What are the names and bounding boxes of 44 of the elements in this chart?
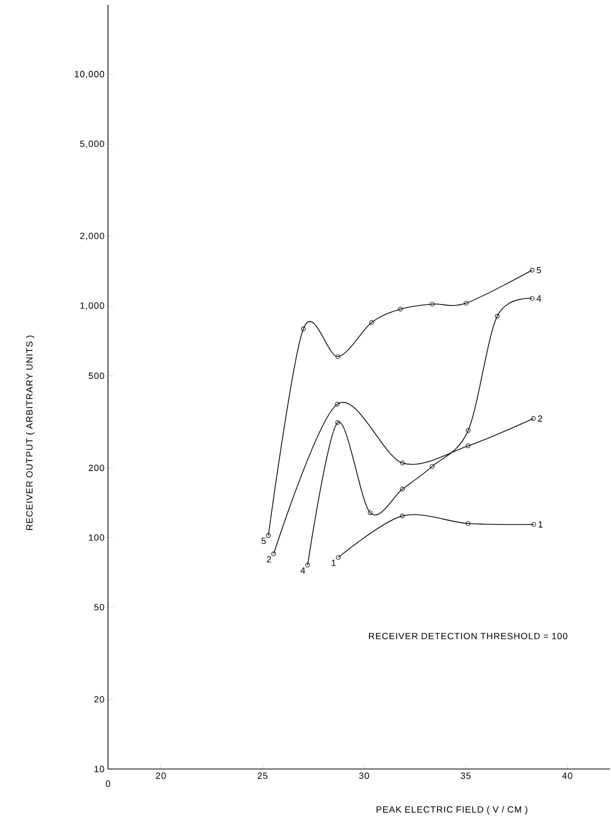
text: 5 (536, 267, 541, 274)
y-tick-label: 2,000 (80, 232, 104, 240)
series-label: 2 (266, 556, 271, 562)
point (368, 510, 372, 516)
point (398, 306, 403, 312)
point (464, 300, 468, 306)
point (400, 486, 405, 492)
y-tick-label: 200 (88, 464, 104, 472)
y-tick-label: 1,000 (80, 302, 104, 310)
point (336, 354, 340, 359)
y-tick-label: 50 (94, 604, 104, 610)
text: 4 (536, 295, 542, 302)
point (494, 314, 500, 318)
series-label: 5 (262, 538, 266, 544)
x-tick-label: 40 (562, 772, 572, 779)
point (301, 326, 306, 332)
text: 0 (106, 780, 110, 787)
y-tick-label: 20 (94, 696, 104, 703)
y-tick-label: 100 (89, 534, 104, 541)
point (466, 428, 470, 433)
series-label: 4 (300, 567, 306, 574)
x-tick-label: 35 (460, 772, 471, 779)
point (466, 444, 470, 448)
point (430, 464, 434, 469)
series-label: 1 (332, 560, 336, 566)
y-tick-label: 10,000 (74, 70, 104, 78)
x-axis-title: PEAK ELECTRIC FIELD ( V / CM ) (376, 806, 528, 814)
x-tick-label: 30 (359, 772, 370, 779)
point (400, 514, 405, 518)
point (400, 460, 405, 466)
point (466, 521, 470, 526)
point (369, 320, 374, 325)
y-axis-title: RECEIVER OUTPUT ( ARBITRARY UNITS ) (26, 336, 34, 530)
x-tick-label: 20 (156, 772, 166, 779)
text: 1 (538, 521, 543, 528)
y-tick-label: 5,000 (80, 140, 104, 148)
point (335, 420, 340, 425)
text: 2 (538, 415, 542, 422)
y-tick-label: 500 (88, 372, 104, 379)
point (430, 302, 434, 306)
annotation: RECEIVER DETECTION THRESHOLD = 100 (368, 632, 568, 640)
point (334, 402, 340, 406)
x-tick-label: 25 (258, 772, 268, 779)
y-tick-label: 10 (94, 766, 104, 772)
